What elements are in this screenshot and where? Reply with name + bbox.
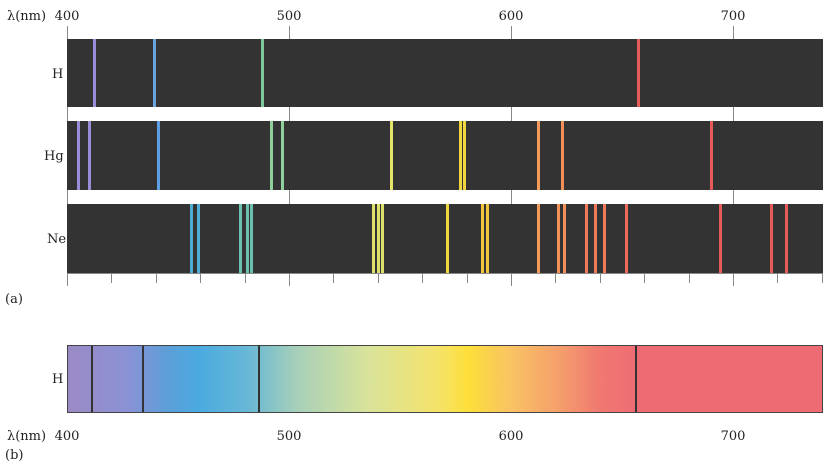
axis-tick — [777, 273, 779, 283]
axis-tick — [821, 273, 823, 283]
axis-tick — [422, 273, 424, 283]
hydrogen-absorption-spectrum — [67, 345, 823, 413]
axis-tick — [511, 273, 512, 286]
emission-line — [372, 204, 376, 273]
absorption-line — [91, 346, 94, 412]
axis-a-baseline — [67, 273, 823, 274]
axis-tick — [377, 273, 379, 283]
tick-label-400-bottom: 400 — [54, 429, 80, 444]
axis-prefix-top: λ(nm) — [7, 9, 47, 24]
emission-line — [458, 121, 462, 190]
axis-tick — [155, 273, 157, 283]
emission-line — [485, 204, 489, 273]
axis-tick — [466, 273, 468, 283]
emission-line — [77, 121, 81, 190]
panel-b-label: (b) — [5, 448, 24, 463]
axis-tick — [333, 273, 335, 283]
emission-line — [625, 204, 629, 273]
tick-label-600-top: 600 — [498, 9, 524, 24]
tick-label-700-bottom: 700 — [720, 429, 746, 444]
emission-line — [250, 204, 254, 273]
emission-line — [281, 121, 285, 190]
axis-tick — [688, 273, 690, 283]
spectrum-label-h: H — [52, 67, 64, 82]
emission-line — [390, 121, 394, 190]
emission-line — [556, 204, 560, 273]
emission-line — [561, 121, 565, 190]
spectrum-label-hg: Hg — [44, 149, 64, 164]
emission-line — [239, 204, 243, 273]
emission-line — [603, 204, 607, 273]
axis-tick — [555, 273, 557, 283]
continuum-label-h: H — [52, 372, 64, 387]
emission-line — [536, 204, 540, 273]
emission-line — [636, 39, 640, 107]
emission-line — [190, 204, 194, 273]
absorption-line — [635, 346, 638, 412]
emission-line — [536, 121, 540, 190]
tick-label-600-bottom: 600 — [498, 429, 524, 444]
panel-a-label: (a) — [5, 292, 23, 307]
axis-tick — [200, 273, 202, 283]
spectrum-strip-ne — [67, 204, 823, 273]
axis-prefix-bottom: λ(nm) — [7, 429, 47, 444]
spectrum-strip-h — [67, 39, 823, 107]
emission-line — [585, 204, 589, 273]
emission-line — [245, 204, 249, 273]
emission-line — [481, 204, 485, 273]
emission-line — [785, 204, 789, 273]
absorption-line — [257, 346, 260, 412]
spectrum-label-ne: Ne — [47, 232, 67, 247]
tick-label-700-top: 700 — [720, 9, 746, 24]
emission-line — [152, 39, 156, 107]
emission-line — [88, 121, 92, 190]
emission-line — [709, 121, 713, 190]
emission-line — [769, 204, 773, 273]
emission-line — [261, 39, 265, 107]
emission-line — [270, 121, 274, 190]
emission-line — [196, 204, 200, 273]
axis-tick — [289, 273, 290, 286]
emission-line — [376, 204, 380, 273]
emission-line — [563, 204, 567, 273]
axis-tick — [111, 273, 113, 283]
emission-line — [381, 204, 385, 273]
axis-tick — [599, 273, 601, 283]
emission-line — [445, 204, 449, 273]
axis-tick — [733, 273, 734, 286]
emission-line — [92, 39, 96, 107]
absorption-line — [142, 346, 145, 412]
emission-line — [594, 204, 598, 273]
spectrum-strip-hg — [67, 121, 823, 190]
axis-tick — [67, 273, 68, 286]
emission-line — [718, 204, 722, 273]
axis-tick — [244, 273, 246, 283]
axis-tick — [644, 273, 646, 283]
emission-line — [157, 121, 161, 190]
tick-label-400-top: 400 — [54, 9, 80, 24]
emission-line — [463, 121, 467, 190]
tick-label-500-bottom: 500 — [276, 429, 302, 444]
tick-label-500-top: 500 — [276, 9, 302, 24]
